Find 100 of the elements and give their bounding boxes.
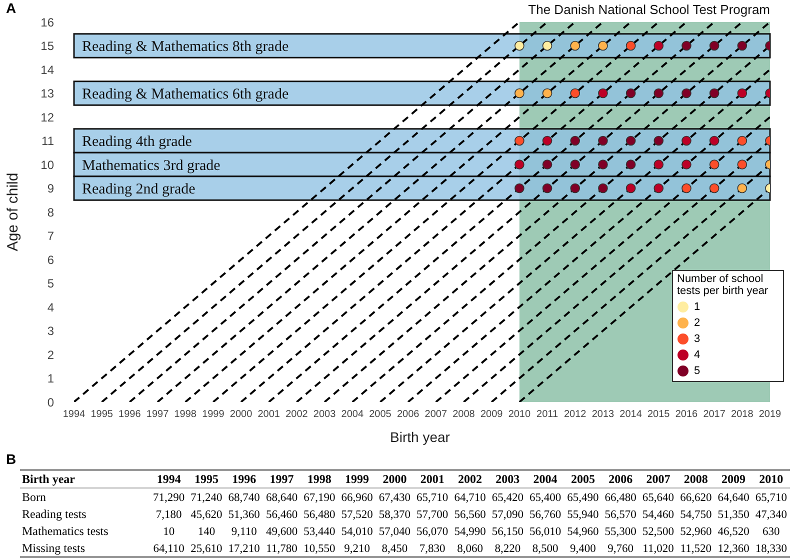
band-label: Reading & Mathematics 6th grade (82, 86, 289, 103)
data-label: 11,020 (642, 543, 674, 555)
x-tick-label: 1999 (345, 472, 370, 486)
data-label: 68,640 (266, 492, 298, 504)
x-tick-label: 2007 (646, 472, 670, 486)
point (682, 88, 692, 98)
x-tick-label: 2008 (684, 472, 708, 486)
x-tick-label: 2004 (341, 409, 364, 420)
y-tick-label: 5 (47, 276, 54, 291)
point (514, 136, 524, 146)
data-label: 65,640 (642, 492, 674, 504)
data-label: 11,780 (266, 543, 298, 555)
legend-label: 1 (694, 301, 700, 313)
point (737, 88, 748, 98)
data-label: 65,710 (755, 492, 788, 504)
point (737, 160, 748, 170)
y-tick-label: 3 (47, 324, 54, 338)
data-label: 25,610 (190, 543, 223, 555)
x-tick-label: 2003 (313, 409, 336, 420)
data-label: 45,620 (190, 509, 223, 521)
y-tick-label: 4 (47, 300, 54, 314)
data-label: 51,360 (228, 509, 260, 521)
y-tick-label: 12 (40, 110, 54, 124)
data-label: 57,700 (416, 509, 448, 521)
data-label: 52,960 (680, 526, 712, 538)
x-tick-label: 1997 (146, 409, 170, 420)
x-tick-label: 2002 (286, 409, 308, 420)
data-label: 54,750 (680, 509, 712, 521)
x-tick-label: 1999 (202, 409, 225, 420)
point (626, 40, 636, 51)
x-tick-label: 2005 (369, 409, 392, 420)
y-tick-label: 13 (40, 86, 54, 101)
point (514, 40, 524, 51)
y-tick-label: 10 (40, 158, 54, 172)
x-tick-label: 2000 (382, 472, 407, 486)
x-tick-label: 2007 (424, 409, 448, 420)
point (626, 136, 636, 146)
point (626, 160, 636, 170)
x-tick-label: 2001 (258, 409, 280, 420)
band-label: Mathematics 3rd grade (82, 158, 221, 174)
data-label: 56,010 (529, 526, 562, 538)
point (570, 183, 580, 194)
point (709, 40, 720, 51)
point (654, 136, 664, 146)
point (542, 40, 552, 51)
band-label: The Danish National School Test Program (528, 2, 770, 18)
point (542, 160, 552, 170)
data-label: 18,330 (755, 543, 788, 555)
x-tick-label: 1996 (232, 472, 256, 486)
x-tick-label: 2017 (703, 409, 726, 420)
data-label: 54,010 (341, 526, 374, 538)
x-tick-label: 2001 (420, 472, 444, 486)
point (626, 88, 636, 98)
band-label: Reading 4th grade (82, 134, 192, 150)
data-label: 8,500 (532, 543, 558, 555)
data-label: 65,400 (529, 492, 562, 504)
data-label: 54,990 (454, 526, 486, 538)
data-label: 52,500 (642, 526, 674, 538)
x-tick-label: 2003 (496, 472, 520, 486)
data-label: 71,240 (190, 492, 223, 504)
x-tick-label: 2016 (675, 409, 698, 420)
data-label: 68,740 (228, 492, 260, 504)
legend-label: 5 (694, 365, 700, 377)
x-tick-label: 2010 (508, 409, 531, 420)
legend-label: 4 (694, 349, 700, 361)
data-label: 7,830 (419, 543, 446, 555)
data-label: 57,090 (492, 509, 524, 521)
point (709, 88, 720, 98)
data-label: 56,560 (454, 509, 486, 521)
data-label: 66,620 (680, 492, 712, 504)
legend-title: Number of school tests per birth year (677, 273, 770, 297)
point (654, 183, 664, 194)
point (514, 160, 524, 170)
data-label: 9,110 (231, 526, 258, 538)
data-label: 56,760 (529, 509, 562, 521)
data-label: 9,400 (570, 543, 596, 555)
data-label: 9,210 (344, 543, 370, 555)
x-tick-label: 2005 (570, 472, 595, 486)
legend-label: 3 (694, 333, 700, 345)
point (598, 160, 608, 170)
point (598, 183, 608, 194)
y-tick-label: 11 (42, 134, 54, 148)
x-tick-label: 2006 (608, 472, 633, 486)
x-tick-label: 2009 (722, 472, 746, 486)
x-tick-label: 1994 (62, 409, 86, 420)
data-label: 10,550 (304, 543, 336, 555)
y-tick-label: 15 (40, 39, 54, 54)
point (514, 88, 524, 98)
data-label: 7,180 (156, 509, 182, 521)
data-label: 8,450 (382, 543, 408, 555)
legend-label: 2 (694, 317, 700, 329)
y-tick-label: Reading tests (22, 507, 87, 521)
data-label: 64,710 (454, 492, 486, 504)
point (626, 183, 636, 194)
data-label: 51,350 (718, 509, 750, 521)
x-tick-label: 2012 (564, 409, 587, 420)
x-tick-label: 1998 (174, 409, 197, 420)
x-tick-label: 2008 (452, 409, 476, 420)
data-label: 67,190 (304, 492, 336, 504)
point (709, 160, 720, 170)
